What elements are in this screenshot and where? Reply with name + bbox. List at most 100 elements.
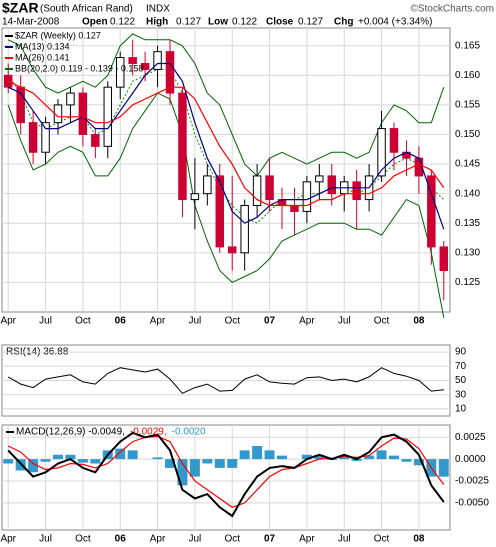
- y-tick-label: 0.0025: [455, 432, 486, 443]
- histogram-bar: [77, 459, 88, 463]
- y-tick-label: 90: [455, 347, 467, 358]
- rsi-line: [7, 367, 444, 394]
- candle-body: [265, 175, 274, 201]
- candle-body: [290, 205, 299, 212]
- candle-body: [215, 175, 225, 248]
- histogram-bar: [115, 448, 126, 460]
- candle-body: [28, 122, 38, 153]
- histogram-bar: [301, 454, 312, 460]
- legend-label: BB(20,2.0) 0.119 - 0.139 - 0.158: [15, 63, 143, 73]
- moving-average: [7, 62, 445, 230]
- quote-label: High: [146, 17, 168, 28]
- histogram-bar: [189, 459, 200, 477]
- legend-label: MA(26) 0.141: [15, 52, 70, 62]
- candle-body: [389, 128, 399, 153]
- y-tick-label: -0.0025: [455, 476, 489, 487]
- histogram-bar: [314, 454, 325, 460]
- legend-label: -0.0029,: [130, 427, 167, 438]
- histogram-bar: [239, 450, 250, 460]
- histogram-bar: [127, 450, 138, 460]
- x-tick-label: Oct: [374, 316, 390, 327]
- y-tick-label: 0.130: [455, 247, 480, 258]
- candle-body: [115, 57, 125, 88]
- y-tick-label: 0.125: [455, 277, 480, 288]
- x-tick-label: 07: [264, 534, 276, 545]
- quote-value: +0.004 (+3.34%): [358, 17, 433, 28]
- y-tick-label: 0.145: [455, 159, 480, 170]
- y-tick-label: 0.160: [455, 70, 480, 81]
- x-tick-label: Jul: [188, 534, 201, 545]
- x-tick-label: 06: [115, 316, 127, 327]
- histogram-bar: [277, 455, 287, 460]
- candle-body: [252, 175, 262, 207]
- histogram-bar: [438, 459, 449, 477]
- y-tick-label: 0.155: [455, 100, 480, 111]
- quote-value: 0.122: [232, 17, 257, 28]
- quote-label: Chg: [334, 17, 353, 28]
- credit: ©StockCharts.com: [410, 4, 494, 15]
- candle-body: [302, 181, 312, 212]
- quote-value: 0.127: [176, 17, 201, 28]
- exchange: INDX: [146, 4, 170, 15]
- candle-body: [91, 134, 100, 147]
- x-tick-label: Jul: [39, 316, 52, 327]
- y-tick-label: 0.0000: [455, 454, 486, 465]
- y-tick-label: 10: [455, 404, 467, 415]
- x-tick-label: Apr: [150, 534, 166, 545]
- candle-body: [352, 181, 361, 201]
- macd-line: [7, 431, 445, 518]
- price-panel: [1, 27, 451, 313]
- x-tick-label: 06: [115, 534, 127, 545]
- y-tick-label: 0.165: [455, 40, 480, 51]
- quote-label: Low: [208, 17, 228, 28]
- bb-upper: [7, 33, 445, 177]
- y-tick-label: 30: [455, 389, 467, 400]
- legend-label: -0.0020: [172, 427, 206, 438]
- legend-label: MACD(12,26,9) -0.0049,: [16, 427, 125, 438]
- x-tick-label: Oct: [224, 316, 240, 327]
- bb-lower: [7, 92, 445, 318]
- histogram-bar: [339, 457, 350, 460]
- candle-body: [327, 175, 337, 195]
- symbol: $ZAR: [2, 0, 39, 16]
- x-tick-label: Oct: [75, 316, 91, 327]
- quote-label: Open: [82, 17, 108, 28]
- candle-body: [66, 92, 75, 106]
- y-tick-label: -0.0050: [455, 498, 489, 509]
- x-tick-label: Apr: [150, 316, 166, 327]
- quote-label: Close: [266, 17, 294, 28]
- macd-panel: [1, 424, 451, 531]
- quote-value: 0.127: [298, 17, 323, 28]
- histogram-bar: [65, 454, 76, 460]
- histogram-bar: [165, 459, 175, 468]
- histogram-bar: [264, 450, 275, 460]
- y-tick-label: 0.140: [455, 188, 480, 199]
- histogram-bar: [214, 459, 225, 468]
- x-tick-label: Apr: [299, 534, 315, 545]
- candle-body: [190, 193, 200, 201]
- histogram-bar: [401, 459, 412, 462]
- histogram-bar: [252, 446, 263, 460]
- histogram-bar: [152, 457, 163, 460]
- y-tick-label: 0.135: [455, 218, 480, 229]
- x-tick-label: 07: [264, 316, 276, 327]
- histogram-bar: [53, 454, 63, 460]
- histogram-bar: [90, 459, 101, 464]
- histogram-bar: [389, 455, 399, 460]
- histogram-bar: [364, 455, 375, 460]
- candle-body: [78, 92, 88, 136]
- quote-value: 0.122: [110, 17, 135, 28]
- candle-body: [165, 51, 175, 94]
- x-tick-label: 08: [413, 534, 425, 545]
- x-tick-label: Apr: [299, 316, 315, 327]
- histogram-bar: [202, 459, 213, 464]
- x-tick-label: Jul: [338, 534, 351, 545]
- x-tick-label: Apr: [0, 534, 16, 545]
- histogram-bar: [413, 459, 424, 466]
- x-tick-label: Apr: [0, 316, 16, 327]
- y-tick-label: 70: [455, 361, 467, 372]
- candle-body: [178, 92, 187, 201]
- histogram-bar: [3, 459, 14, 464]
- candle-body: [203, 175, 212, 195]
